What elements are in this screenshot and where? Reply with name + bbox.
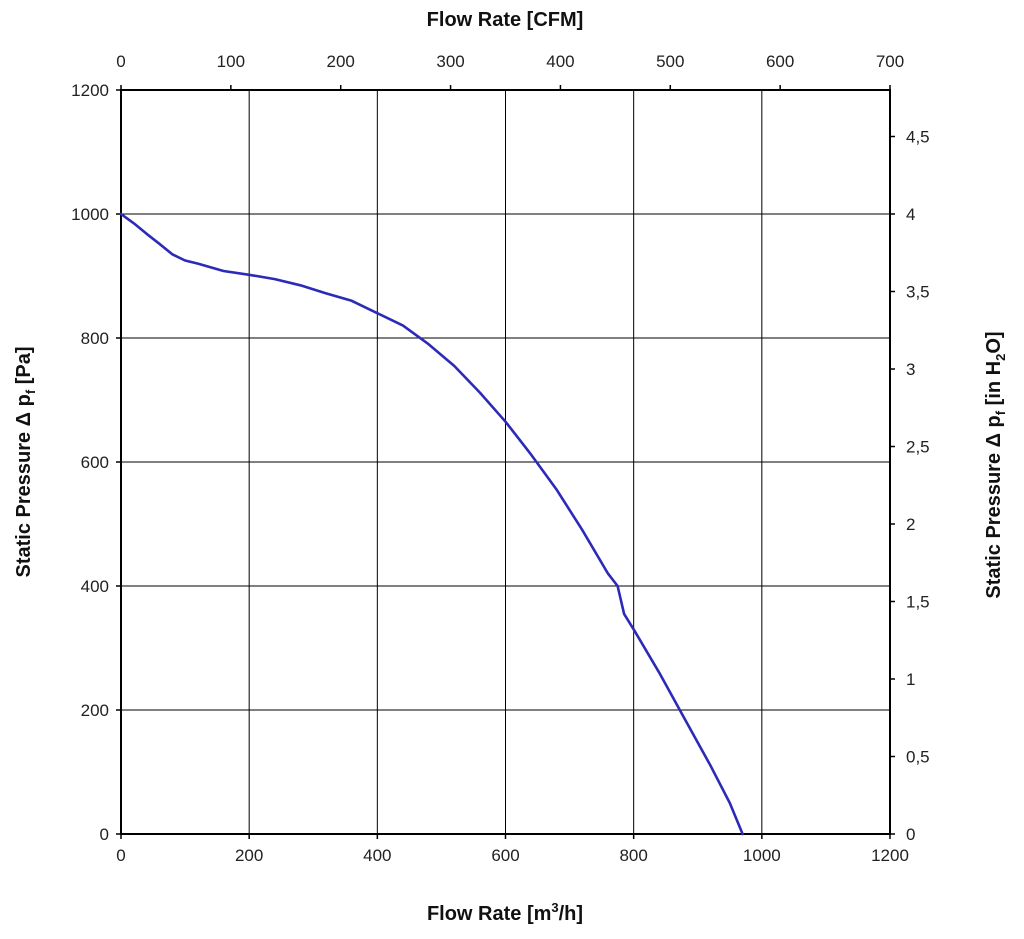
x-top-tick-label: 400 [546, 52, 574, 71]
x-top-tick-label: 700 [876, 52, 904, 71]
y-right-tick-label: 4,5 [906, 128, 930, 147]
y-right-tick-label: 0,5 [906, 748, 930, 767]
series-line-static-pressure [119, 212, 744, 836]
x-bottom-tick-label: 1200 [871, 846, 909, 865]
x-axis-bottom-title-suffix: /h] [559, 903, 583, 925]
x-top-tick-label: 600 [766, 52, 794, 71]
y-axis-right-title-mid: [in H [983, 361, 1005, 411]
y-axis-left-title: Static Pressure Δ pf [Pa] [13, 346, 38, 577]
y-left-tick-label: 1200 [71, 81, 109, 100]
x-axis-bottom-title-sup: 3 [551, 900, 558, 915]
x-bottom-tick-label: 200 [235, 846, 263, 865]
x-bottom-tick-label: 0 [116, 846, 125, 865]
y-left-tick-label: 800 [81, 329, 109, 348]
y-right-tick-label: 3,5 [906, 283, 930, 302]
tick-labels: 0 200 400 600 800 1000 12000200400600800100012… [71, 52, 929, 865]
y-left-tick-label: 600 [81, 453, 109, 472]
y-left-tick-label: 0 [100, 825, 109, 844]
y-left-tick-label: 400 [81, 577, 109, 596]
y-right-tick-label: 1 [906, 670, 915, 689]
y-right-tick-label: 3 [906, 360, 915, 379]
y-axis-right-title-sub2: 2 [993, 354, 1008, 361]
y-right-tick-label: 0 [906, 825, 915, 844]
y-right-tick-label: 2 [906, 515, 915, 534]
y-left-tick-label: 1000 [71, 205, 109, 224]
x-axis-top-title: Flow Rate [CFM] [427, 9, 584, 31]
x-bottom-tick-label: 600 [491, 846, 519, 865]
y-left-tick-label: 200 [81, 701, 109, 720]
y-right-tick-label: 4 [906, 205, 915, 224]
y-axis-right-title-prefix: Static Pressure Δ p [983, 415, 1005, 598]
x-axis-bottom-title: Flow Rate [m3/h] [427, 900, 583, 925]
y-right-tick-label: 1,5 [906, 593, 930, 612]
y-right-tick-label: 2,5 [906, 438, 930, 457]
x-bottom-tick-label: 800 [619, 846, 647, 865]
y-axis-left-title-sub: f [23, 389, 38, 394]
y-axis-left-title-prefix: Static Pressure Δ p [13, 394, 35, 577]
y-axis-right-title-sub1: f [993, 410, 1008, 415]
x-bottom-tick-label: 1000 [743, 846, 781, 865]
x-axis-bottom-title-prefix: Flow Rate [m [427, 903, 551, 925]
y-axis-right-title-suffix: O] [983, 331, 1005, 353]
x-top-tick-label: 0 [116, 52, 125, 71]
gridlines [121, 90, 890, 834]
x-top-tick-label: 100 [217, 52, 245, 71]
x-bottom-tick-label: 400 [363, 846, 391, 865]
x-top-tick-label: 500 [656, 52, 684, 71]
x-top-tick-label: 300 [436, 52, 464, 71]
x-top-tick-label: 200 [327, 52, 355, 71]
y-axis-left-title-suffix: [Pa] [13, 346, 35, 389]
y-axis-right-title: Static Pressure Δ pf [in H2O] [983, 331, 1008, 598]
